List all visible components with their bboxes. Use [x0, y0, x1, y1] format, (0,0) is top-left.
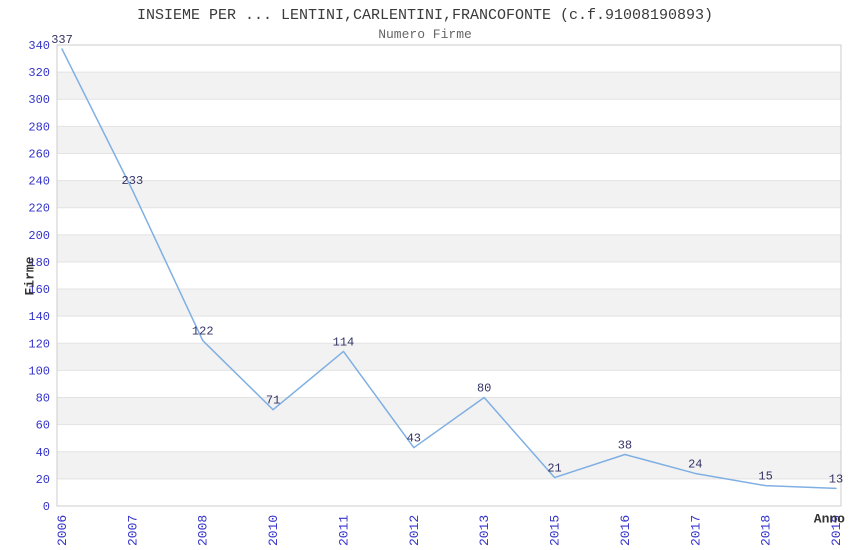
y-axis-tick-label: 220 [28, 202, 50, 216]
y-axis-tick-label: 300 [28, 93, 50, 107]
data-point-label: 114 [333, 335, 355, 349]
y-axis-tick-label: 140 [28, 310, 50, 324]
y-axis-tick-label: 80 [36, 392, 50, 406]
background-band [57, 451, 841, 479]
x-axis-tick-label: 2012 [407, 515, 422, 546]
x-axis-tick-label: 2015 [548, 515, 563, 546]
data-point-label: 15 [758, 470, 772, 484]
y-axis-title: Firme [22, 256, 38, 296]
x-axis-tick-label: 2006 [55, 515, 70, 546]
series-line [61, 48, 837, 490]
data-point-label: 38 [618, 438, 632, 452]
x-axis-tick-label: 2011 [336, 515, 351, 546]
x-axis-tick-label: 2008 [196, 515, 211, 546]
x-axis-tick-label: 2017 [688, 515, 703, 546]
x-axis-tick-label: 2018 [759, 515, 774, 546]
y-axis-tick-label: 320 [28, 66, 50, 80]
y-axis-tick-label: 200 [28, 229, 50, 243]
x-axis-tick-label: 2010 [266, 515, 281, 546]
data-point-label: 233 [122, 174, 144, 188]
y-axis-tick-label: 280 [28, 120, 50, 134]
background-band [57, 180, 841, 208]
plot-border [56, 44, 842, 507]
y-axis-tick-label: 240 [28, 175, 50, 189]
background-band [57, 397, 841, 425]
y-axis-tick-label: 0 [43, 500, 50, 514]
data-point-label: 24 [688, 457, 702, 471]
data-point-label: 13 [829, 472, 843, 486]
background-band [57, 343, 841, 371]
x-axis-tick-label: 2016 [618, 515, 633, 546]
data-point-label: 122 [192, 325, 214, 339]
data-point-label: 71 [266, 394, 280, 408]
y-axis-tick-label: 260 [28, 147, 50, 161]
background-band [57, 72, 841, 100]
data-point-label: 21 [547, 462, 561, 476]
background-band [57, 126, 841, 154]
y-axis-tick-label: 340 [28, 39, 50, 53]
x-axis-title: Anno [813, 511, 845, 527]
chart-title: INSIEME PER ... LENTINI,CARLENTINI,FRANC… [136, 7, 714, 24]
y-axis-tick-label: 160 [28, 283, 50, 297]
chart-subtitle: Numero Firme [378, 27, 472, 42]
data-point-label: 337 [51, 33, 73, 47]
data-point-label: 43 [407, 432, 421, 446]
x-axis-tick-label: 2007 [125, 515, 140, 546]
x-axis-tick-label: 2019 [829, 515, 844, 546]
y-axis-tick-label: 40 [36, 446, 50, 460]
y-axis-tick-label: 180 [28, 256, 50, 270]
y-axis-tick-label: 100 [28, 364, 50, 378]
data-point-label: 80 [477, 382, 491, 396]
y-axis-tick-label: 20 [36, 473, 50, 487]
y-axis-tick-label: 60 [36, 419, 50, 433]
background-band [57, 234, 841, 262]
x-axis-tick-label: 2013 [477, 515, 492, 546]
y-axis-tick-label: 120 [28, 337, 50, 351]
background-band [57, 289, 841, 317]
